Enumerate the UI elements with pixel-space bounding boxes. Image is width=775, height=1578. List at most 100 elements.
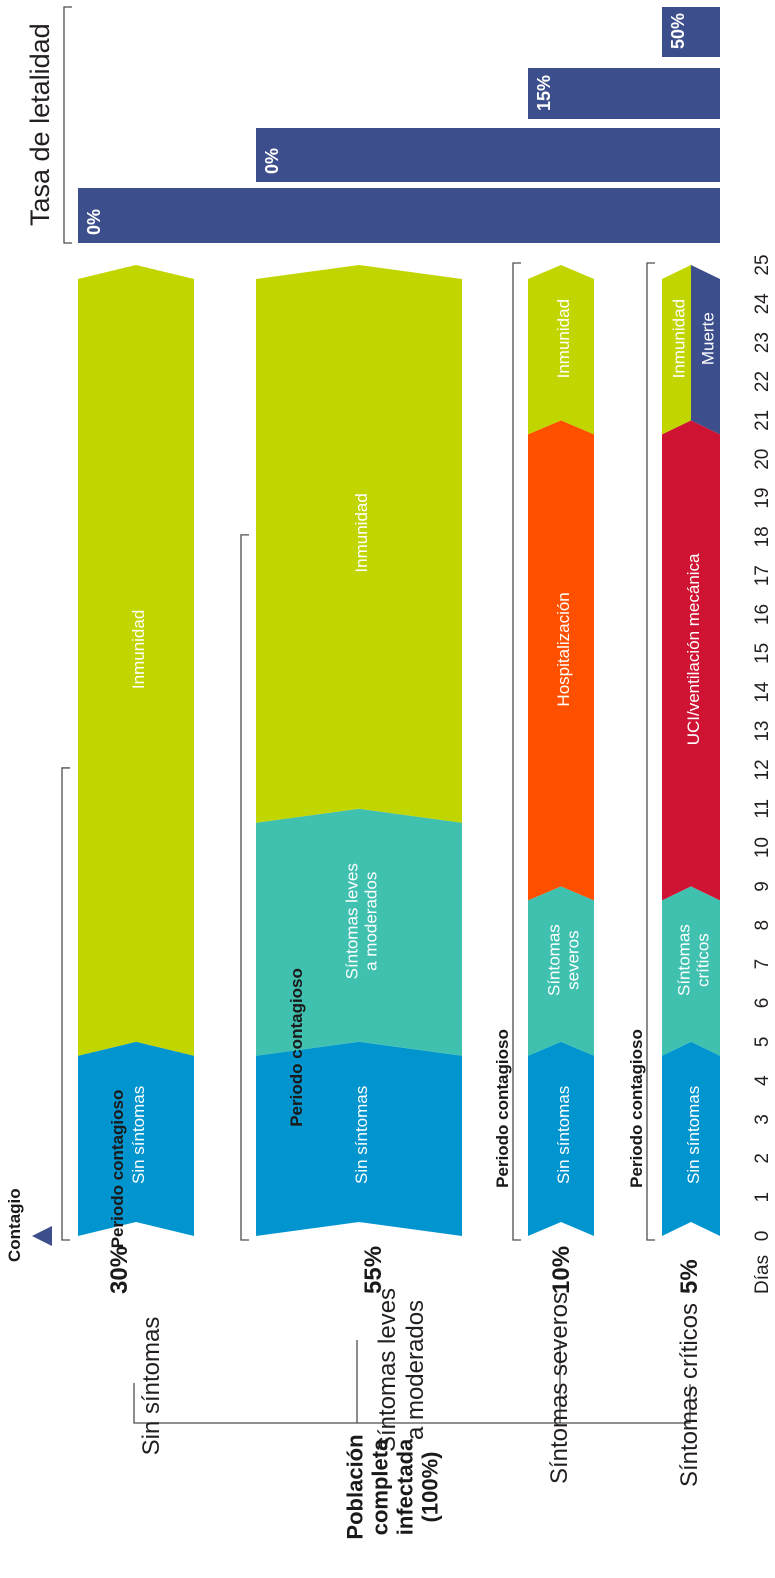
contagious-period-label: Periodo contagioso — [287, 968, 306, 1127]
contagious-period-label: Periodo contagioso — [493, 1029, 512, 1188]
day-tick-label: 19 — [752, 487, 773, 508]
mortality-bracket — [63, 6, 72, 244]
mortality-value-label: 0% — [262, 148, 282, 174]
segment-no_symptoms — [78, 1041, 194, 1236]
segment-icu — [662, 420, 720, 901]
segment-label: Sin síntomas — [554, 1086, 573, 1184]
day-tick-label: 7 — [752, 959, 773, 970]
segment-label-line: UCI/ventilación mecánica — [684, 553, 703, 745]
outcome-label-line: a moderados — [402, 1300, 429, 1440]
contagious-period-bracket — [240, 534, 249, 1241]
day-tick-label: 0 — [752, 1231, 773, 1242]
row-label-3: Síntomas críticos — [676, 1303, 703, 1487]
day-tick-label: 12 — [752, 759, 773, 780]
day-tick-label: 1 — [752, 1192, 773, 1203]
outcome-label-line: Síntomas críticos — [676, 1303, 703, 1487]
segment-label: Muerte — [699, 312, 718, 365]
segment-label-line: Hospitalización — [554, 592, 573, 706]
segment-immunity — [662, 265, 691, 435]
day-tick-label: 18 — [752, 526, 773, 547]
outcome-label-line: Síntomas leves — [374, 1288, 401, 1452]
segment-mild — [662, 886, 720, 1056]
segment-immunity — [78, 265, 194, 1056]
segment-label: Inmunidad — [352, 493, 371, 572]
root-label-line: completa — [368, 1438, 393, 1535]
root-label: Poblacióncompletainfectada(100%) — [343, 1434, 443, 1539]
outcome-label: Síntomas severos — [546, 1292, 573, 1484]
day-tick-label: 17 — [752, 565, 773, 586]
day-tick-label: 21 — [752, 410, 773, 431]
outcome-label-line: Sin síntomas — [138, 1317, 165, 1456]
percent-label: 55% — [360, 1246, 387, 1294]
segment-label: Hospitalización — [554, 592, 573, 706]
day-tick-label: 15 — [752, 643, 773, 664]
segment-label: Sin síntomas — [684, 1086, 703, 1184]
mortality-value-label: 0% — [84, 209, 104, 235]
root-connector-lines — [133, 1340, 691, 1424]
segment-label: Inmunidad — [129, 610, 148, 689]
segment-label: Sin síntomas — [352, 1086, 371, 1184]
day-tick-label: 9 — [752, 881, 773, 892]
segment-death — [691, 265, 720, 435]
connector-bus — [133, 1415, 691, 1424]
segment-label-line: Inmunidad — [554, 299, 573, 378]
segment-label-line: a moderados — [362, 872, 381, 971]
root-label-line: (100%) — [418, 1452, 443, 1523]
days-axis-label: Días — [752, 1255, 773, 1294]
segment-mild — [528, 886, 594, 1056]
day-tick-label: 3 — [752, 1114, 773, 1125]
day-tick-label: 4 — [752, 1075, 773, 1086]
segment-label: Síntomasseveros — [545, 924, 583, 996]
percent-label: 30% — [106, 1246, 133, 1294]
segment-label-line: Inmunidad — [129, 610, 148, 689]
row-3: Sin síntomas Síntomascríticos UCI/ventilac… — [662, 265, 720, 1236]
day-tick-label: 25 — [752, 254, 773, 275]
mortality-bar — [256, 128, 720, 182]
segment-label-line: Síntomas leves — [343, 863, 362, 979]
contagious-period-bracket — [61, 767, 70, 1241]
contagious-period-bracket — [512, 262, 521, 1241]
contagious-period-label: Periodo contagioso — [627, 1029, 646, 1188]
day-tick-label: 23 — [752, 332, 773, 353]
outcome-label: Síntomas levesa moderados — [374, 1288, 429, 1452]
segment-label: Síntomascríticos — [675, 924, 713, 996]
row-0: Sin síntomas Inmunidad — [78, 265, 194, 1236]
days-axis: Días012345678910111213141516171819202122… — [752, 254, 773, 1294]
percent-label: 10% — [548, 1246, 575, 1294]
segment-label-line: Síntomas — [545, 924, 564, 996]
outcome-rows: Sin síntomas Inmunidad Sin síntomas Síntoma… — [78, 265, 720, 1236]
root-population-label: Poblacióncompletainfectada(100%) — [343, 1434, 443, 1539]
row-label-2: Síntomas severos — [546, 1292, 573, 1484]
segment-label-line: Inmunidad — [352, 493, 371, 572]
day-tick-label: 11 — [752, 799, 773, 819]
segment-label-line: Sin síntomas — [129, 1086, 148, 1184]
segment-label: Inmunidad — [554, 299, 573, 378]
day-tick-label: 24 — [752, 293, 773, 315]
contagious-period-bracket — [646, 262, 655, 1241]
day-tick-label: 16 — [752, 604, 773, 625]
segment-no_symptoms — [528, 1041, 594, 1236]
segment-no_symptoms — [256, 1041, 462, 1236]
row-2: Sin síntomas Síntomasseveros Hospitalizaci… — [528, 265, 594, 1236]
day-tick-label: 5 — [752, 1037, 773, 1048]
segment-immunity — [528, 265, 594, 435]
segment-label: UCI/ventilación mecánica — [684, 553, 703, 745]
contagious-period-label: Periodo contagioso — [108, 1090, 127, 1249]
contagion-start-marker — [32, 1226, 52, 1246]
segment-label-line: Sin síntomas — [554, 1086, 573, 1184]
day-tick-label: 14 — [752, 681, 773, 703]
segment-immunity — [256, 265, 462, 823]
mortality-bar — [528, 68, 720, 119]
mortality-bar — [78, 188, 720, 243]
day-tick-label: 8 — [752, 920, 773, 931]
segment-label: Síntomas levesa moderados — [343, 863, 381, 979]
segment-label-line: Muerte — [699, 312, 718, 365]
mortality-value-label: 15% — [534, 75, 554, 111]
mortality-bar — [662, 7, 720, 57]
mortality-bars: 0% 0% 15% 50% Tasa de letalidad — [25, 6, 720, 244]
outcome-label-line: Síntomas severos — [546, 1292, 573, 1484]
segment-no_symptoms — [662, 1041, 720, 1236]
segment-label-line: críticos — [694, 933, 713, 987]
